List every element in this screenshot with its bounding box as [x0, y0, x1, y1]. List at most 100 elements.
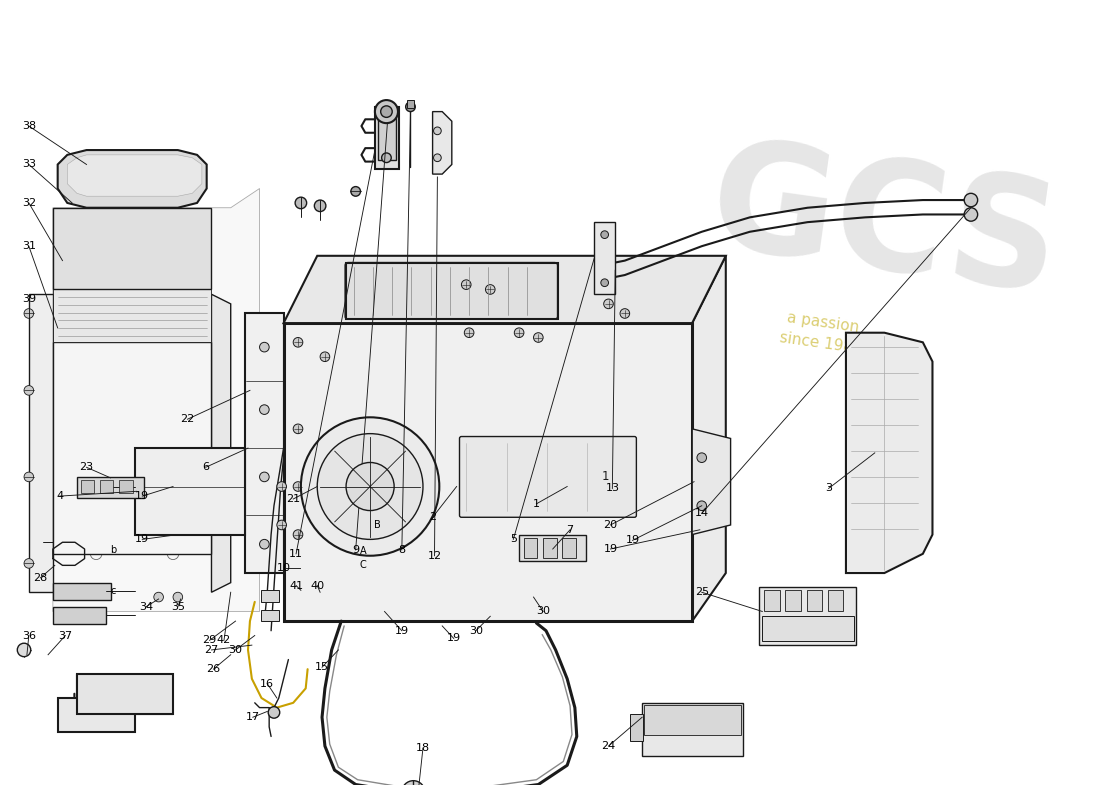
- Text: 3: 3: [825, 483, 832, 494]
- Text: 8: 8: [398, 545, 406, 555]
- Polygon shape: [432, 112, 452, 174]
- Polygon shape: [53, 285, 211, 342]
- Circle shape: [351, 186, 361, 196]
- Text: 6: 6: [202, 462, 209, 472]
- Text: 35: 35: [170, 602, 185, 612]
- Text: 25: 25: [695, 587, 708, 598]
- Text: 19: 19: [447, 634, 461, 643]
- Text: 17: 17: [245, 712, 260, 722]
- Text: 2: 2: [429, 512, 437, 522]
- Polygon shape: [67, 155, 202, 196]
- Text: 40: 40: [310, 581, 324, 590]
- Circle shape: [294, 530, 302, 539]
- Circle shape: [433, 154, 441, 162]
- Bar: [524, 538, 538, 558]
- Circle shape: [965, 208, 978, 221]
- Bar: [785, 590, 801, 611]
- Circle shape: [320, 352, 330, 362]
- Text: C: C: [360, 560, 366, 570]
- Bar: [543, 538, 557, 558]
- Bar: [53, 582, 111, 600]
- Bar: [57, 698, 134, 732]
- Text: 7: 7: [566, 525, 573, 534]
- Text: 32: 32: [22, 198, 36, 208]
- Circle shape: [260, 405, 270, 414]
- Text: 23: 23: [79, 462, 94, 472]
- Polygon shape: [346, 263, 558, 319]
- Bar: [53, 606, 106, 624]
- Circle shape: [461, 280, 471, 290]
- Bar: [77, 674, 173, 714]
- Bar: [594, 222, 615, 294]
- Text: 9: 9: [352, 545, 360, 555]
- Bar: [642, 703, 744, 756]
- Bar: [562, 538, 575, 558]
- Circle shape: [24, 309, 34, 318]
- Bar: [100, 480, 113, 494]
- Text: 22: 22: [180, 414, 195, 424]
- Text: A: A: [360, 546, 366, 556]
- Circle shape: [295, 197, 307, 209]
- Polygon shape: [29, 294, 53, 592]
- Text: 1: 1: [532, 499, 540, 509]
- Bar: [827, 590, 843, 611]
- Text: 19: 19: [135, 491, 150, 501]
- Circle shape: [294, 424, 302, 434]
- Bar: [407, 100, 415, 108]
- Text: 28: 28: [33, 573, 47, 583]
- Text: 30: 30: [469, 626, 483, 636]
- Text: 42: 42: [217, 635, 231, 646]
- Text: 19: 19: [395, 626, 409, 636]
- Text: 26: 26: [207, 664, 220, 674]
- Circle shape: [173, 592, 183, 602]
- Bar: [629, 714, 644, 742]
- Text: 19: 19: [604, 544, 617, 554]
- Circle shape: [601, 279, 608, 286]
- Text: 21: 21: [286, 494, 300, 504]
- Polygon shape: [53, 208, 211, 290]
- Text: 13: 13: [605, 483, 619, 494]
- Text: 24: 24: [602, 741, 616, 751]
- Circle shape: [346, 462, 394, 510]
- Text: B: B: [374, 520, 382, 530]
- Bar: [377, 112, 396, 160]
- Circle shape: [375, 100, 398, 123]
- Text: 5: 5: [509, 534, 517, 544]
- Text: 33: 33: [22, 159, 36, 170]
- Circle shape: [433, 127, 441, 134]
- Text: 38: 38: [22, 121, 36, 131]
- Bar: [119, 480, 133, 494]
- Bar: [375, 107, 399, 170]
- Circle shape: [301, 418, 439, 556]
- Text: 36: 36: [22, 630, 36, 641]
- Bar: [762, 616, 854, 642]
- Circle shape: [406, 102, 416, 112]
- Text: 18: 18: [416, 743, 430, 753]
- Text: 41: 41: [289, 581, 304, 590]
- Circle shape: [382, 153, 392, 162]
- Text: 30: 30: [536, 606, 550, 617]
- Text: 15: 15: [315, 662, 329, 672]
- Bar: [764, 590, 780, 611]
- Bar: [645, 705, 741, 735]
- Polygon shape: [245, 314, 284, 573]
- Text: 34: 34: [139, 602, 153, 612]
- Text: 31: 31: [22, 241, 36, 251]
- Circle shape: [294, 338, 302, 347]
- Circle shape: [697, 453, 706, 462]
- Polygon shape: [57, 150, 207, 208]
- Circle shape: [260, 539, 270, 549]
- Circle shape: [515, 328, 524, 338]
- Bar: [80, 480, 95, 494]
- Bar: [77, 477, 144, 498]
- Bar: [519, 534, 586, 562]
- Text: 11: 11: [289, 549, 304, 559]
- Circle shape: [402, 781, 425, 800]
- Polygon shape: [53, 342, 211, 554]
- Circle shape: [24, 558, 34, 568]
- Text: 14: 14: [695, 509, 708, 518]
- Bar: [262, 590, 278, 602]
- Circle shape: [381, 106, 393, 118]
- Circle shape: [18, 643, 31, 657]
- Circle shape: [277, 482, 286, 491]
